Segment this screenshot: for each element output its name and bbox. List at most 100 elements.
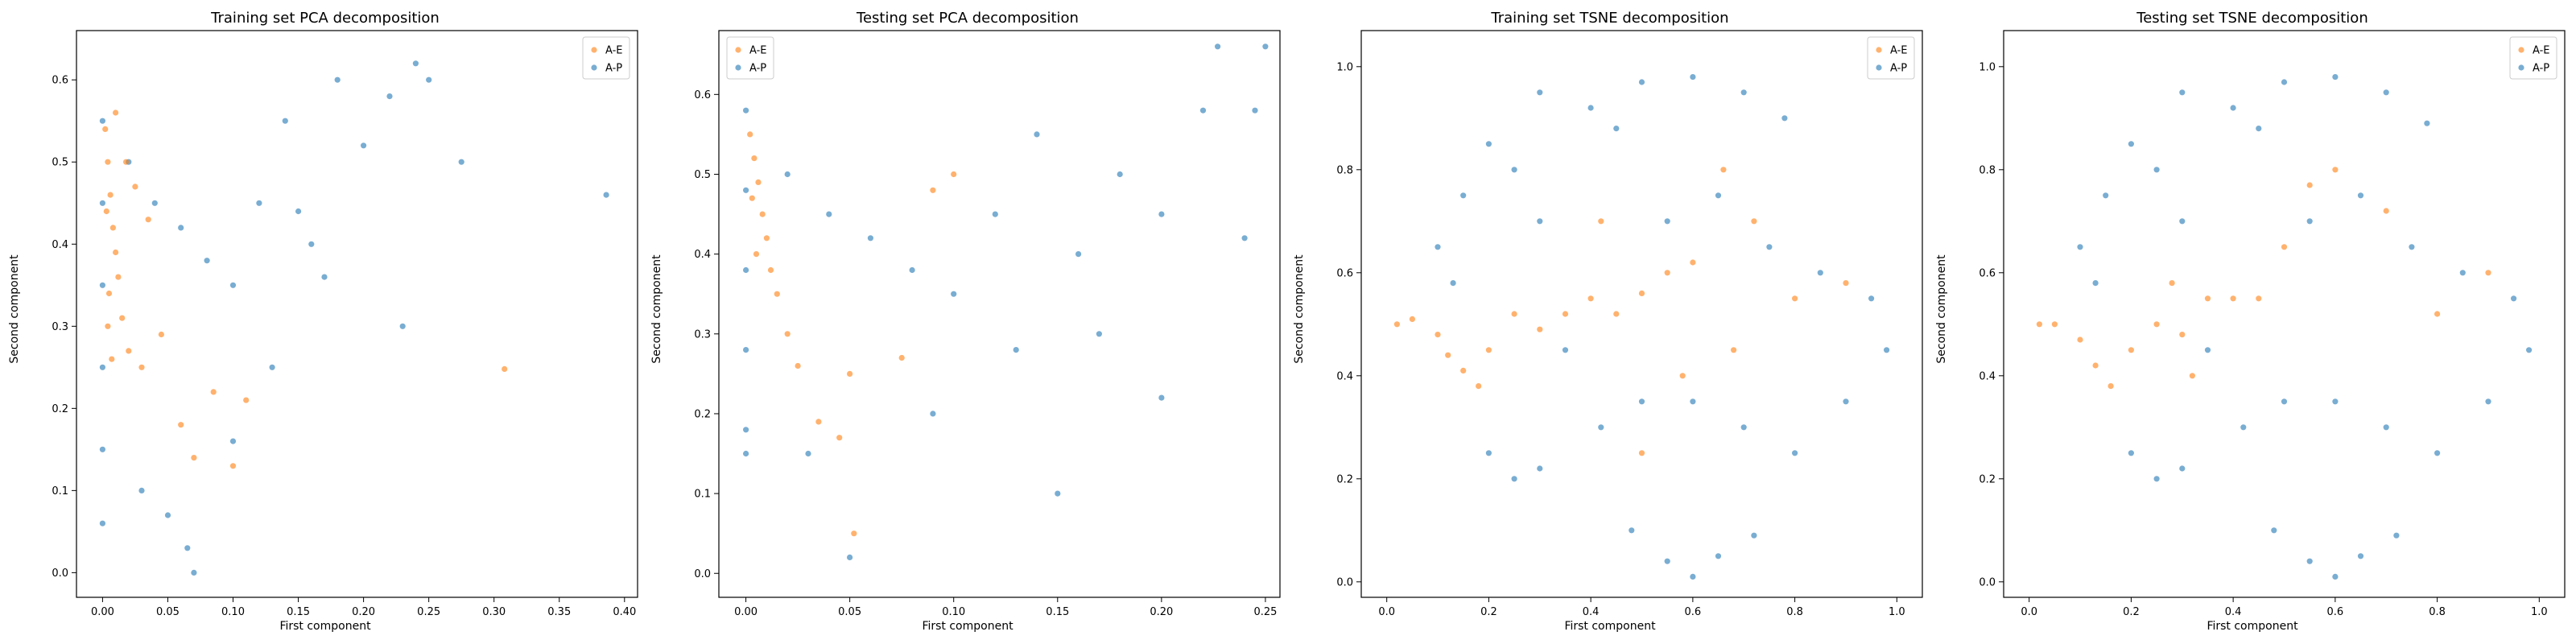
chart-testing-tsne: Testing set TSNE decomposition First com… bbox=[1935, 10, 2566, 633]
x-tick-label: 0.30 bbox=[482, 606, 506, 618]
y-tick-label: 0.4 bbox=[1979, 370, 1996, 382]
point-a-e bbox=[2189, 373, 2195, 379]
axes-frame bbox=[76, 30, 638, 598]
point-a-p bbox=[2511, 295, 2517, 302]
point-a-p bbox=[1751, 532, 1757, 539]
x-tick-label: 0.4 bbox=[2225, 606, 2242, 618]
legend-marker-a-e bbox=[591, 47, 597, 53]
legend-label: A-E bbox=[605, 45, 623, 57]
legend-label: A-E bbox=[749, 45, 767, 57]
y-axis-label: Second component bbox=[650, 254, 663, 364]
point-a-p bbox=[2281, 79, 2288, 85]
point-a-p bbox=[308, 241, 315, 247]
x-tick-label: 0.6 bbox=[2327, 606, 2344, 618]
point-a-p bbox=[1158, 211, 1165, 217]
point-a-p bbox=[1638, 398, 1645, 405]
point-a-e bbox=[105, 290, 113, 297]
point-a-e bbox=[815, 419, 822, 425]
point-a-p bbox=[2393, 532, 2400, 539]
point-a-e bbox=[1731, 347, 1737, 353]
point-a-p bbox=[743, 107, 749, 114]
point-a-p bbox=[2153, 476, 2160, 482]
point-a-p bbox=[2526, 347, 2533, 353]
y-tick-label: 0.6 bbox=[1336, 267, 1353, 279]
y-tick-label: 0.2 bbox=[694, 408, 711, 420]
point-a-p bbox=[99, 520, 105, 526]
point-a-p bbox=[1781, 115, 1788, 122]
point-a-e bbox=[2332, 167, 2339, 173]
chart-training-pca: Training set PCA decomposition First com… bbox=[8, 10, 638, 633]
x-axis-label: First component bbox=[1564, 620, 1656, 633]
point-a-p bbox=[1562, 347, 1569, 353]
x-tick-label: 0.35 bbox=[547, 606, 571, 618]
point-a-p bbox=[164, 512, 171, 518]
point-a-e bbox=[2383, 208, 2389, 214]
y-tick-label: 0.4 bbox=[1336, 370, 1353, 382]
point-a-e bbox=[2434, 311, 2441, 317]
point-a-e bbox=[2306, 182, 2313, 188]
point-a-e bbox=[1664, 270, 1670, 276]
point-a-e bbox=[759, 211, 766, 217]
point-a-e bbox=[1843, 280, 1849, 287]
y-tick-label: 0.0 bbox=[694, 568, 711, 580]
x-tick-label: 0.20 bbox=[352, 606, 375, 618]
point-a-p bbox=[229, 282, 237, 288]
legend-marker-a-e bbox=[735, 47, 741, 53]
legend-marker-a-e bbox=[1876, 47, 1882, 53]
point-a-p bbox=[2153, 167, 2160, 173]
scatter-points bbox=[2036, 74, 2533, 580]
point-a-p bbox=[1587, 105, 1594, 111]
x-axis-label: First component bbox=[922, 620, 1013, 633]
x-axis-label: First component bbox=[2207, 620, 2298, 633]
point-a-e bbox=[1792, 295, 1798, 302]
y-tick-label: 1.0 bbox=[1979, 61, 1996, 73]
point-a-p bbox=[334, 76, 341, 83]
x-tick-label: 0.25 bbox=[1253, 606, 1277, 618]
point-a-p bbox=[1740, 424, 1747, 431]
x-tick-label: 0.2 bbox=[2123, 606, 2140, 618]
point-a-e bbox=[115, 274, 122, 280]
point-a-p bbox=[1511, 476, 1517, 482]
point-a-p bbox=[826, 211, 832, 217]
point-a-e bbox=[1485, 347, 1492, 353]
x-tick-label: 0.2 bbox=[1480, 606, 1497, 618]
point-a-p bbox=[1817, 270, 1823, 276]
x-tick-label: 0.0 bbox=[2021, 606, 2037, 618]
point-a-p bbox=[1435, 244, 1441, 250]
y-tick-label: 0.6 bbox=[1979, 267, 1996, 279]
point-a-p bbox=[2357, 553, 2364, 559]
point-a-p bbox=[1262, 43, 1269, 50]
point-a-p bbox=[2332, 398, 2339, 405]
point-a-p bbox=[1450, 280, 1456, 287]
y-tick-label: 0.5 bbox=[52, 157, 68, 169]
point-a-p bbox=[784, 171, 791, 178]
y-tick-label: 0.0 bbox=[1336, 576, 1353, 588]
point-a-e bbox=[1690, 259, 1696, 266]
y-tick-label: 0.5 bbox=[694, 169, 711, 181]
point-a-p bbox=[2179, 465, 2186, 472]
point-a-e bbox=[2077, 336, 2083, 343]
y-tick-label: 0.3 bbox=[52, 321, 68, 333]
y-tick-label: 0.4 bbox=[52, 239, 68, 251]
point-a-e bbox=[1476, 383, 1482, 390]
point-a-e bbox=[1598, 218, 1604, 225]
point-a-p bbox=[151, 200, 158, 206]
point-a-e bbox=[109, 356, 115, 362]
y-tick-label: 0.3 bbox=[694, 328, 711, 341]
legend-marker-a-p bbox=[2518, 64, 2524, 71]
point-a-e bbox=[113, 109, 119, 116]
x-tick-label: 0.4 bbox=[1583, 606, 1600, 618]
point-a-e bbox=[1445, 352, 1451, 358]
point-a-e bbox=[851, 530, 857, 537]
point-a-p bbox=[2077, 244, 2083, 250]
point-a-e bbox=[1460, 367, 1467, 374]
point-a-p bbox=[1252, 107, 1258, 114]
point-a-e bbox=[2485, 270, 2491, 276]
point-a-p bbox=[805, 450, 811, 457]
point-a-p bbox=[269, 364, 275, 370]
point-a-e bbox=[2204, 295, 2211, 302]
point-a-e bbox=[2281, 244, 2288, 250]
point-a-p bbox=[743, 450, 749, 457]
x-tick-label: 0.25 bbox=[417, 606, 440, 618]
